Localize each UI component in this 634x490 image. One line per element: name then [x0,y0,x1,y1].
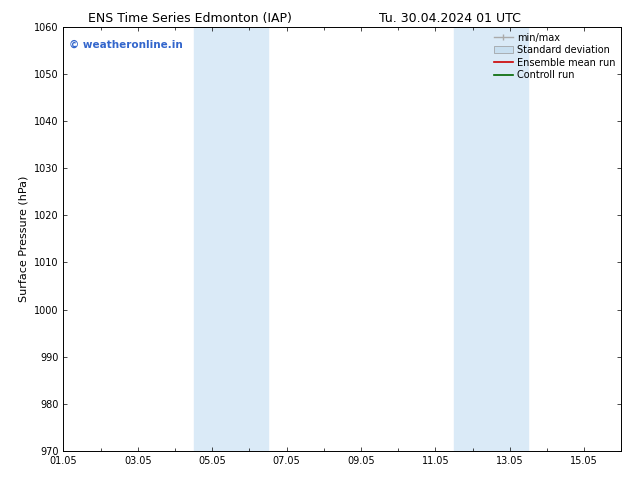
Text: Tu. 30.04.2024 01 UTC: Tu. 30.04.2024 01 UTC [379,12,521,25]
Bar [193,27,231,451]
Y-axis label: Surface Pressure (hPa): Surface Pressure (hPa) [18,176,29,302]
Legend: min/max, Standard deviation, Ensemble mean run, Controll run: min/max, Standard deviation, Ensemble me… [489,29,619,84]
Text: ENS Time Series Edmonton (IAP): ENS Time Series Edmonton (IAP) [88,12,292,25]
Bar [454,27,491,451]
Bar [231,27,268,451]
Text: © weatheronline.in: © weatheronline.in [69,40,183,49]
Bar [491,27,528,451]
